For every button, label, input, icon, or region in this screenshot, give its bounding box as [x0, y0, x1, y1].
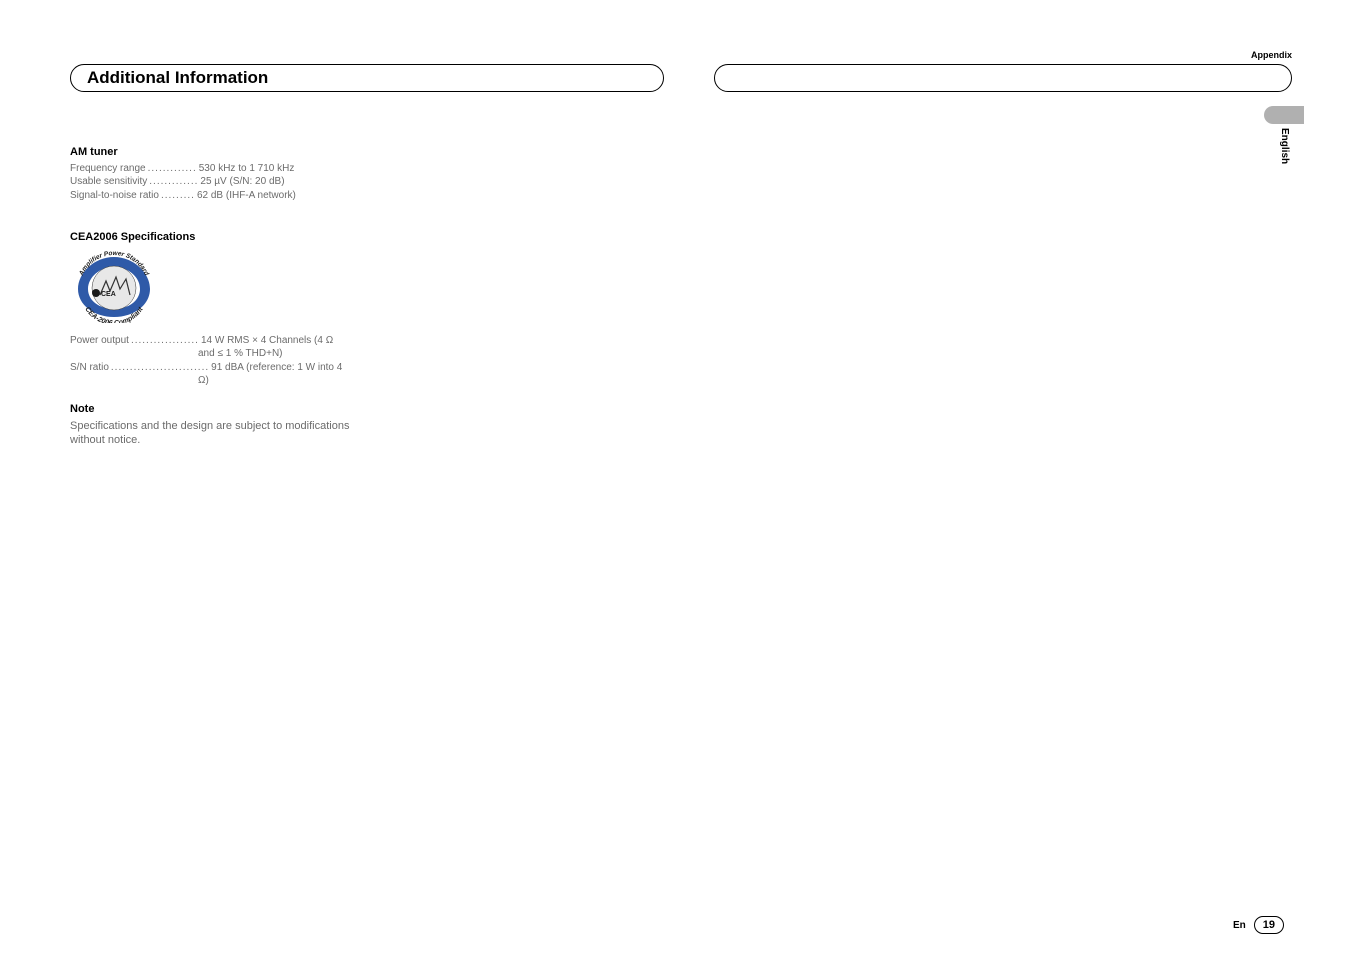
cea2006-title: CEA2006 Specifications	[70, 230, 370, 245]
spec-row: Usable sensitivity ............. 25 µV (…	[70, 175, 370, 189]
logo-cea-text: CEA	[101, 291, 116, 298]
spec-dots: .........	[159, 189, 197, 203]
spec-value: 91 dBA (reference: 1 W into 4	[211, 361, 342, 375]
logo-dot	[92, 289, 100, 297]
spec-value: 25 µV (S/N: 20 dB)	[200, 175, 284, 189]
spec-value: 530 kHz to 1 710 kHz	[199, 162, 295, 176]
spec-label: Power output	[70, 334, 129, 348]
spec-dots: ..........................	[109, 361, 211, 375]
spec-dots: .............	[147, 175, 200, 189]
header-pill-right	[714, 64, 1292, 92]
spec-row: S/N ratio .......................... 91 …	[70, 361, 370, 375]
spec-row: Power output .................. 14 W RMS…	[70, 334, 370, 348]
side-tab	[1264, 106, 1304, 124]
page-number-badge: 19	[1254, 916, 1284, 934]
spec-label: S/N ratio	[70, 361, 109, 375]
spec-label: Frequency range	[70, 162, 146, 176]
spec-value-cont: and ≤ 1 % THD+N)	[70, 347, 370, 361]
spec-dots: .............	[146, 162, 199, 176]
page-title: Additional Information	[87, 68, 268, 88]
cea2006-logo: CEA Amplifier Power Standard CEA-2006 Co…	[70, 251, 370, 328]
header-row: Additional Information	[70, 64, 1292, 92]
appendix-label: Appendix	[1251, 50, 1292, 60]
side-language-label: English	[1279, 128, 1290, 164]
spec-dots: ..................	[129, 334, 201, 348]
spec-value: 14 W RMS × 4 Channels (4 Ω	[201, 334, 333, 348]
footer: En 19	[1233, 916, 1284, 934]
spec-row: Signal-to-noise ratio ......... 62 dB (I…	[70, 189, 370, 203]
page: Appendix English Additional Information …	[70, 50, 1292, 934]
spec-value: 62 dB (IHF-A network)	[197, 189, 296, 203]
spec-label: Usable sensitivity	[70, 175, 147, 189]
note-title: Note	[70, 402, 370, 417]
spec-value-cont: Ω)	[70, 374, 370, 388]
am-tuner-title: AM tuner	[70, 145, 370, 160]
spec-label: Signal-to-noise ratio	[70, 189, 159, 203]
note-text: Specifications and the design are subjec…	[70, 419, 370, 449]
spec-row: Frequency range ............. 530 kHz to…	[70, 162, 370, 176]
footer-language: En	[1233, 920, 1246, 931]
content-column: AM tuner Frequency range ............. 5…	[70, 145, 370, 448]
logo-inner	[92, 266, 136, 310]
header-pill-left: Additional Information	[70, 64, 664, 92]
